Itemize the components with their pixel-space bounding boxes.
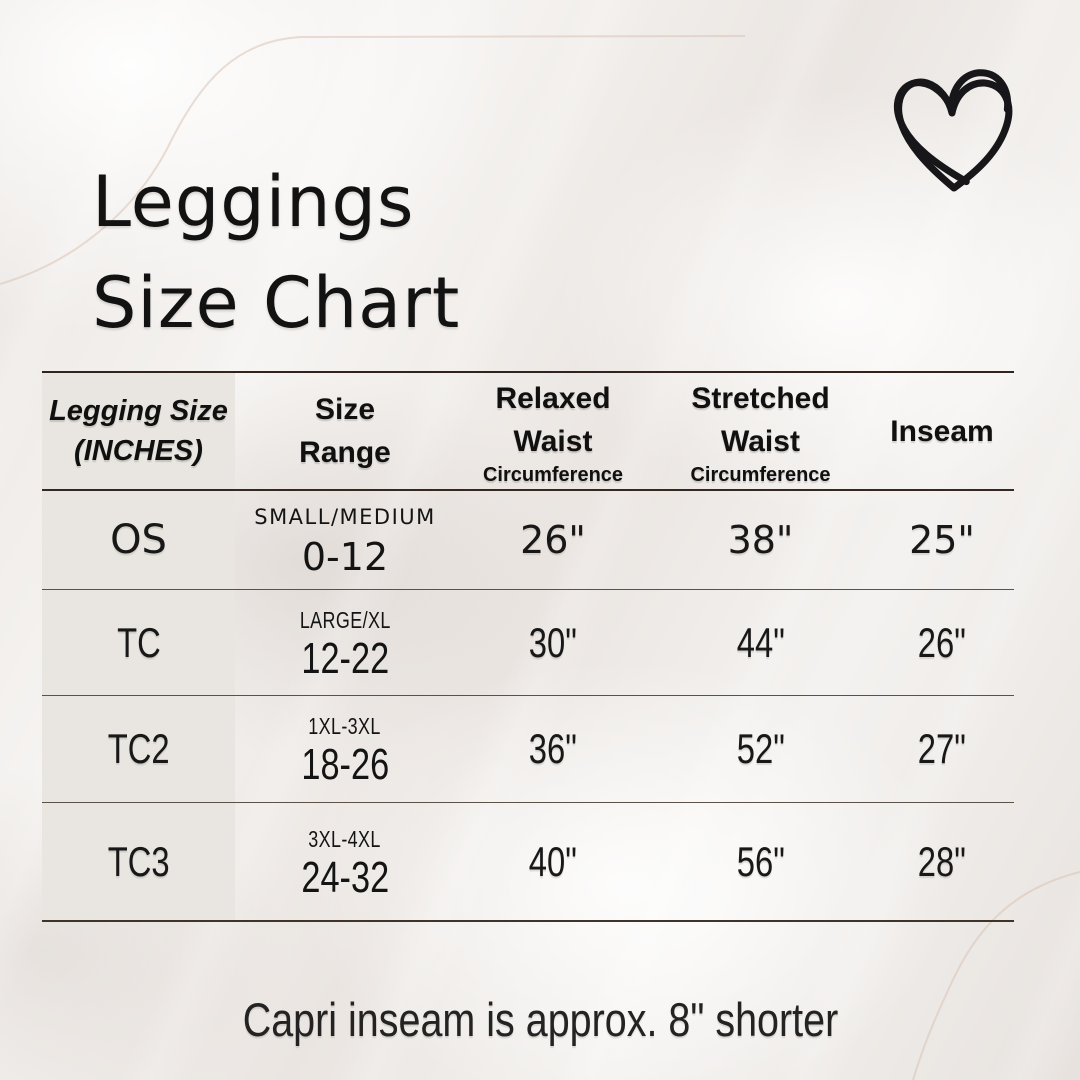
cell-stretched-waist: 44" bbox=[736, 618, 785, 666]
cell-relaxed-waist: 36" bbox=[528, 725, 578, 772]
cell-legging-size: OS bbox=[42, 491, 235, 589]
heart-doodle-icon bbox=[894, 69, 1013, 192]
header-relaxed-waist: Relaxed Waist Circumference bbox=[482, 381, 624, 486]
header-stretched-sub: Circumference bbox=[690, 463, 831, 486]
cell-legging-size: TC3 bbox=[42, 803, 235, 920]
cell-inseam: 28" bbox=[917, 837, 967, 885]
cell-relaxed-waist: 30" bbox=[528, 618, 578, 666]
cell-stretched-waist: 52" bbox=[736, 725, 785, 772]
cell-relaxed-waist: 40" bbox=[528, 837, 578, 885]
cell-stretched-waist: 38" bbox=[727, 518, 794, 562]
title-line-2: Size Chart bbox=[92, 262, 461, 344]
cell-size-range: 1XL-3XL 18-26 bbox=[301, 713, 389, 789]
cell-stretched-waist: 56" bbox=[736, 837, 785, 885]
header-relaxed-sub: Circumference bbox=[482, 463, 624, 486]
header-legging-size: Legging Size (INCHES) bbox=[42, 373, 235, 489]
cell-inseam: 25" bbox=[909, 518, 975, 562]
header-inseam: Inseam bbox=[890, 414, 994, 448]
table-header-row: Legging Size (INCHES) Size Range Relaxed… bbox=[42, 373, 1014, 491]
table-row-os: OS SMALL/MEDIUM 0-12 26" 38" 25" bbox=[42, 491, 1014, 590]
header-stretched-waist: Stretched Waist Circumference bbox=[690, 381, 831, 486]
cell-size-range: SMALL/MEDIUM 0-12 bbox=[254, 504, 436, 579]
cell-size-range: LARGE/XL 12-22 bbox=[299, 606, 391, 683]
size-chart-table: Legging Size (INCHES) Size Range Relaxed… bbox=[42, 371, 1014, 922]
page-title: Leggings Size Chart bbox=[92, 152, 460, 354]
table-row-tc2: TC2 1XL-3XL 18-26 36" 52" 27" bbox=[42, 696, 1014, 803]
cell-size-range: 3XL-4XL 24-32 bbox=[301, 825, 389, 902]
cell-inseam: 26" bbox=[917, 618, 967, 666]
header-size-range: Size Range bbox=[299, 393, 391, 469]
table-row-tc: TC LARGE/XL 12-22 30" 44" 26" bbox=[42, 590, 1014, 696]
cell-relaxed-waist: 26" bbox=[520, 518, 586, 562]
table-row-tc3: TC3 3XL-4XL 24-32 40" 56" 28" bbox=[42, 803, 1014, 922]
footer-note: Capri inseam is approx. 8" shorter bbox=[242, 993, 838, 1046]
title-line-1: Leggings bbox=[92, 161, 415, 243]
cell-inseam: 27" bbox=[917, 725, 967, 772]
cell-legging-size: TC2 bbox=[42, 696, 235, 802]
cell-legging-size: TC bbox=[42, 590, 235, 695]
